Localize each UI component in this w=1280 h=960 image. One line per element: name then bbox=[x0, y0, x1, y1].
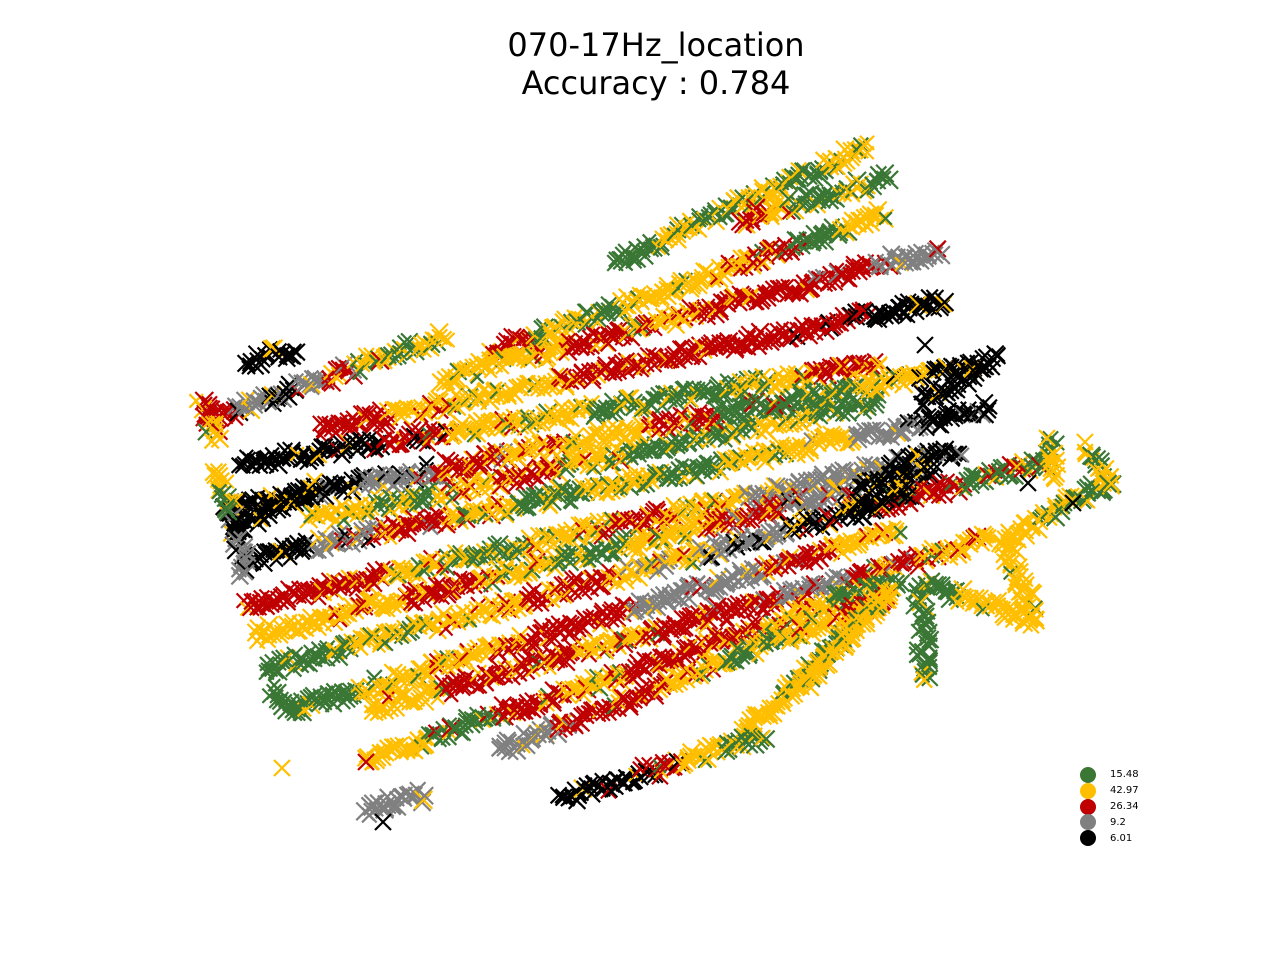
data-point bbox=[925, 245, 944, 265]
data-point bbox=[775, 278, 791, 295]
data-point bbox=[618, 389, 638, 408]
data-point bbox=[585, 459, 602, 476]
data-point bbox=[875, 170, 892, 187]
data-point bbox=[739, 288, 755, 304]
data-point bbox=[823, 159, 840, 176]
data-point bbox=[872, 355, 888, 372]
track-segment bbox=[230, 352, 888, 475]
chart-title: 070-17Hz_location Accuracy : 0.784 bbox=[0, 26, 1280, 102]
track-segment bbox=[214, 344, 1007, 522]
track-segment bbox=[355, 781, 434, 824]
data-point bbox=[561, 409, 580, 428]
chart-title-line: 070-17Hz_location bbox=[507, 26, 805, 64]
data-point bbox=[934, 292, 955, 312]
data-point bbox=[396, 334, 413, 351]
track-segment bbox=[431, 239, 951, 393]
track-segment bbox=[1037, 430, 1067, 488]
data-point bbox=[652, 288, 671, 307]
data-point bbox=[732, 249, 750, 267]
data-point bbox=[358, 505, 373, 521]
data-point bbox=[779, 365, 797, 382]
data-point bbox=[501, 463, 518, 480]
data-point bbox=[434, 392, 449, 408]
data-point bbox=[509, 346, 525, 363]
data-point bbox=[879, 170, 899, 190]
data-point bbox=[336, 442, 353, 460]
data-point bbox=[446, 400, 462, 416]
data-point bbox=[859, 134, 875, 151]
data-point bbox=[327, 368, 345, 386]
data-point bbox=[474, 475, 491, 492]
data-point bbox=[709, 375, 728, 394]
track-segment bbox=[312, 288, 955, 443]
data-point bbox=[553, 398, 571, 416]
data-point bbox=[829, 356, 848, 375]
data-point bbox=[693, 271, 708, 287]
track-segment bbox=[606, 134, 875, 272]
data-point bbox=[690, 207, 709, 226]
data-point bbox=[789, 321, 808, 341]
data-point bbox=[668, 224, 687, 244]
data-point bbox=[439, 332, 456, 348]
data-point bbox=[742, 369, 761, 388]
data-point bbox=[911, 295, 931, 314]
data-point bbox=[607, 302, 627, 322]
data-point bbox=[407, 470, 424, 487]
data-point bbox=[928, 239, 947, 258]
track-segment bbox=[236, 338, 306, 376]
track-segment bbox=[730, 163, 899, 235]
data-point bbox=[831, 356, 851, 376]
data-point bbox=[809, 318, 827, 336]
data-point bbox=[812, 188, 827, 203]
data-point bbox=[281, 452, 297, 467]
data-point bbox=[525, 346, 545, 365]
data-point bbox=[841, 216, 861, 236]
data-point bbox=[435, 330, 453, 348]
track-segment bbox=[905, 577, 940, 689]
data-point bbox=[790, 161, 808, 179]
data-point bbox=[931, 245, 951, 265]
data-point bbox=[361, 430, 378, 447]
data-point bbox=[834, 312, 850, 328]
data-point bbox=[327, 444, 342, 459]
data-point bbox=[391, 437, 407, 454]
data-point bbox=[370, 466, 387, 483]
data-point bbox=[879, 309, 895, 325]
data-point bbox=[820, 190, 840, 210]
data-point bbox=[572, 338, 591, 356]
data-point bbox=[878, 211, 893, 226]
data-point bbox=[917, 297, 933, 313]
chart-subtitle-line: Accuracy : 0.784 bbox=[521, 64, 791, 102]
data-point bbox=[337, 502, 355, 521]
data-point bbox=[500, 417, 517, 434]
data-point bbox=[402, 487, 421, 505]
data-point bbox=[362, 351, 382, 371]
data-point bbox=[737, 329, 757, 349]
data-point bbox=[639, 346, 657, 365]
